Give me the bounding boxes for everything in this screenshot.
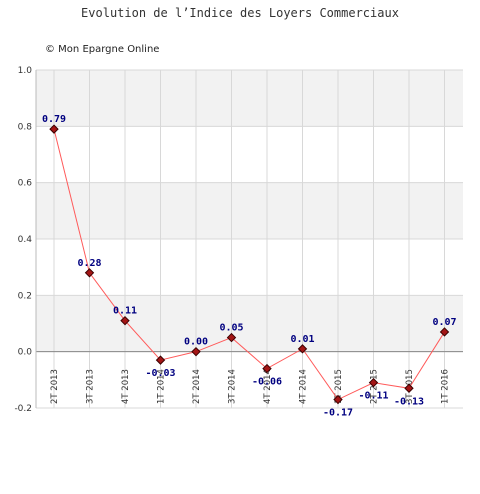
data-label: 0.07 — [432, 317, 456, 328]
data-point-marker — [297, 344, 308, 354]
data-point-marker — [226, 332, 237, 343]
data-label: 0.01 — [290, 334, 314, 345]
y-tick-label: 0.0 — [18, 348, 33, 358]
y-tick-label: 0.4 — [18, 235, 33, 245]
data-point-marker — [368, 377, 379, 388]
data-label: 0.28 — [77, 258, 101, 269]
x-tick-label: 4T 2014 — [263, 369, 273, 404]
data-label: -0.13 — [394, 396, 424, 407]
y-tick-label: 0.6 — [18, 179, 33, 189]
data-label: 0.05 — [219, 323, 243, 334]
y-tick-label: -0.2 — [14, 404, 32, 414]
data-point-marker — [120, 315, 130, 326]
data-point-marker — [49, 124, 59, 134]
x-tick-label: 4T 2013 — [121, 369, 131, 404]
x-tick-label: 1T 2015 — [334, 369, 344, 404]
y-tick-label: 0.8 — [18, 122, 33, 132]
data-label: 0.11 — [113, 306, 137, 317]
data-point-marker — [155, 355, 166, 365]
data-label: -0.03 — [145, 368, 175, 379]
data-points — [49, 124, 450, 405]
data-label: 0.00 — [184, 337, 208, 348]
x-tick-label: 3T 2014 — [228, 369, 238, 404]
plot-band — [36, 182, 463, 239]
series-line — [53, 129, 445, 401]
data-labels: 0.790.280.11-0.030.000.05-0.060.01-0.17-… — [42, 114, 457, 418]
data-label: -0.11 — [358, 391, 388, 402]
x-tick-label: 3T 2013 — [86, 369, 96, 404]
x-tick-label: 4T 2014 — [299, 369, 309, 404]
chart-credit: © Mon Epargne Online — [45, 44, 159, 55]
x-tick-label: 2T 2015 — [370, 369, 380, 404]
y-tick-label: 0.2 — [18, 291, 32, 301]
data-point-marker — [262, 363, 272, 374]
data-point-marker — [84, 268, 95, 278]
y-tick-label: 1.0 — [18, 66, 33, 76]
data-point-marker — [439, 327, 450, 337]
data-point-marker — [333, 394, 343, 405]
y-axis-ticks: 1.0 0.8 0.6 0.4 0.2 0.0 -0.2 — [14, 66, 32, 414]
data-label: 0.79 — [42, 114, 66, 125]
data-point-marker — [191, 346, 201, 357]
plot-band — [36, 295, 463, 352]
plot-band — [36, 70, 463, 127]
chart-title: Evolution de l’Indice des Loyers Commerc… — [81, 6, 399, 20]
x-tick-label: 2T 2013 — [50, 369, 60, 404]
data-label: -0.06 — [252, 377, 282, 388]
plot-background — [36, 70, 463, 352]
data-label: -0.17 — [323, 408, 353, 419]
series-polyline — [53, 129, 445, 401]
grid-lines — [35, 69, 463, 409]
x-tick-label: 2T 2014 — [192, 369, 202, 404]
x-tick-label: 1T 2016 — [441, 369, 451, 404]
data-point-marker — [404, 383, 414, 393]
x-tick-label: 1T 2014 — [157, 369, 167, 404]
x-axis-ticks: 2T 2013 3T 2013 4T 2013 1T 2014 2T 2014 3T 20… — [50, 369, 451, 404]
